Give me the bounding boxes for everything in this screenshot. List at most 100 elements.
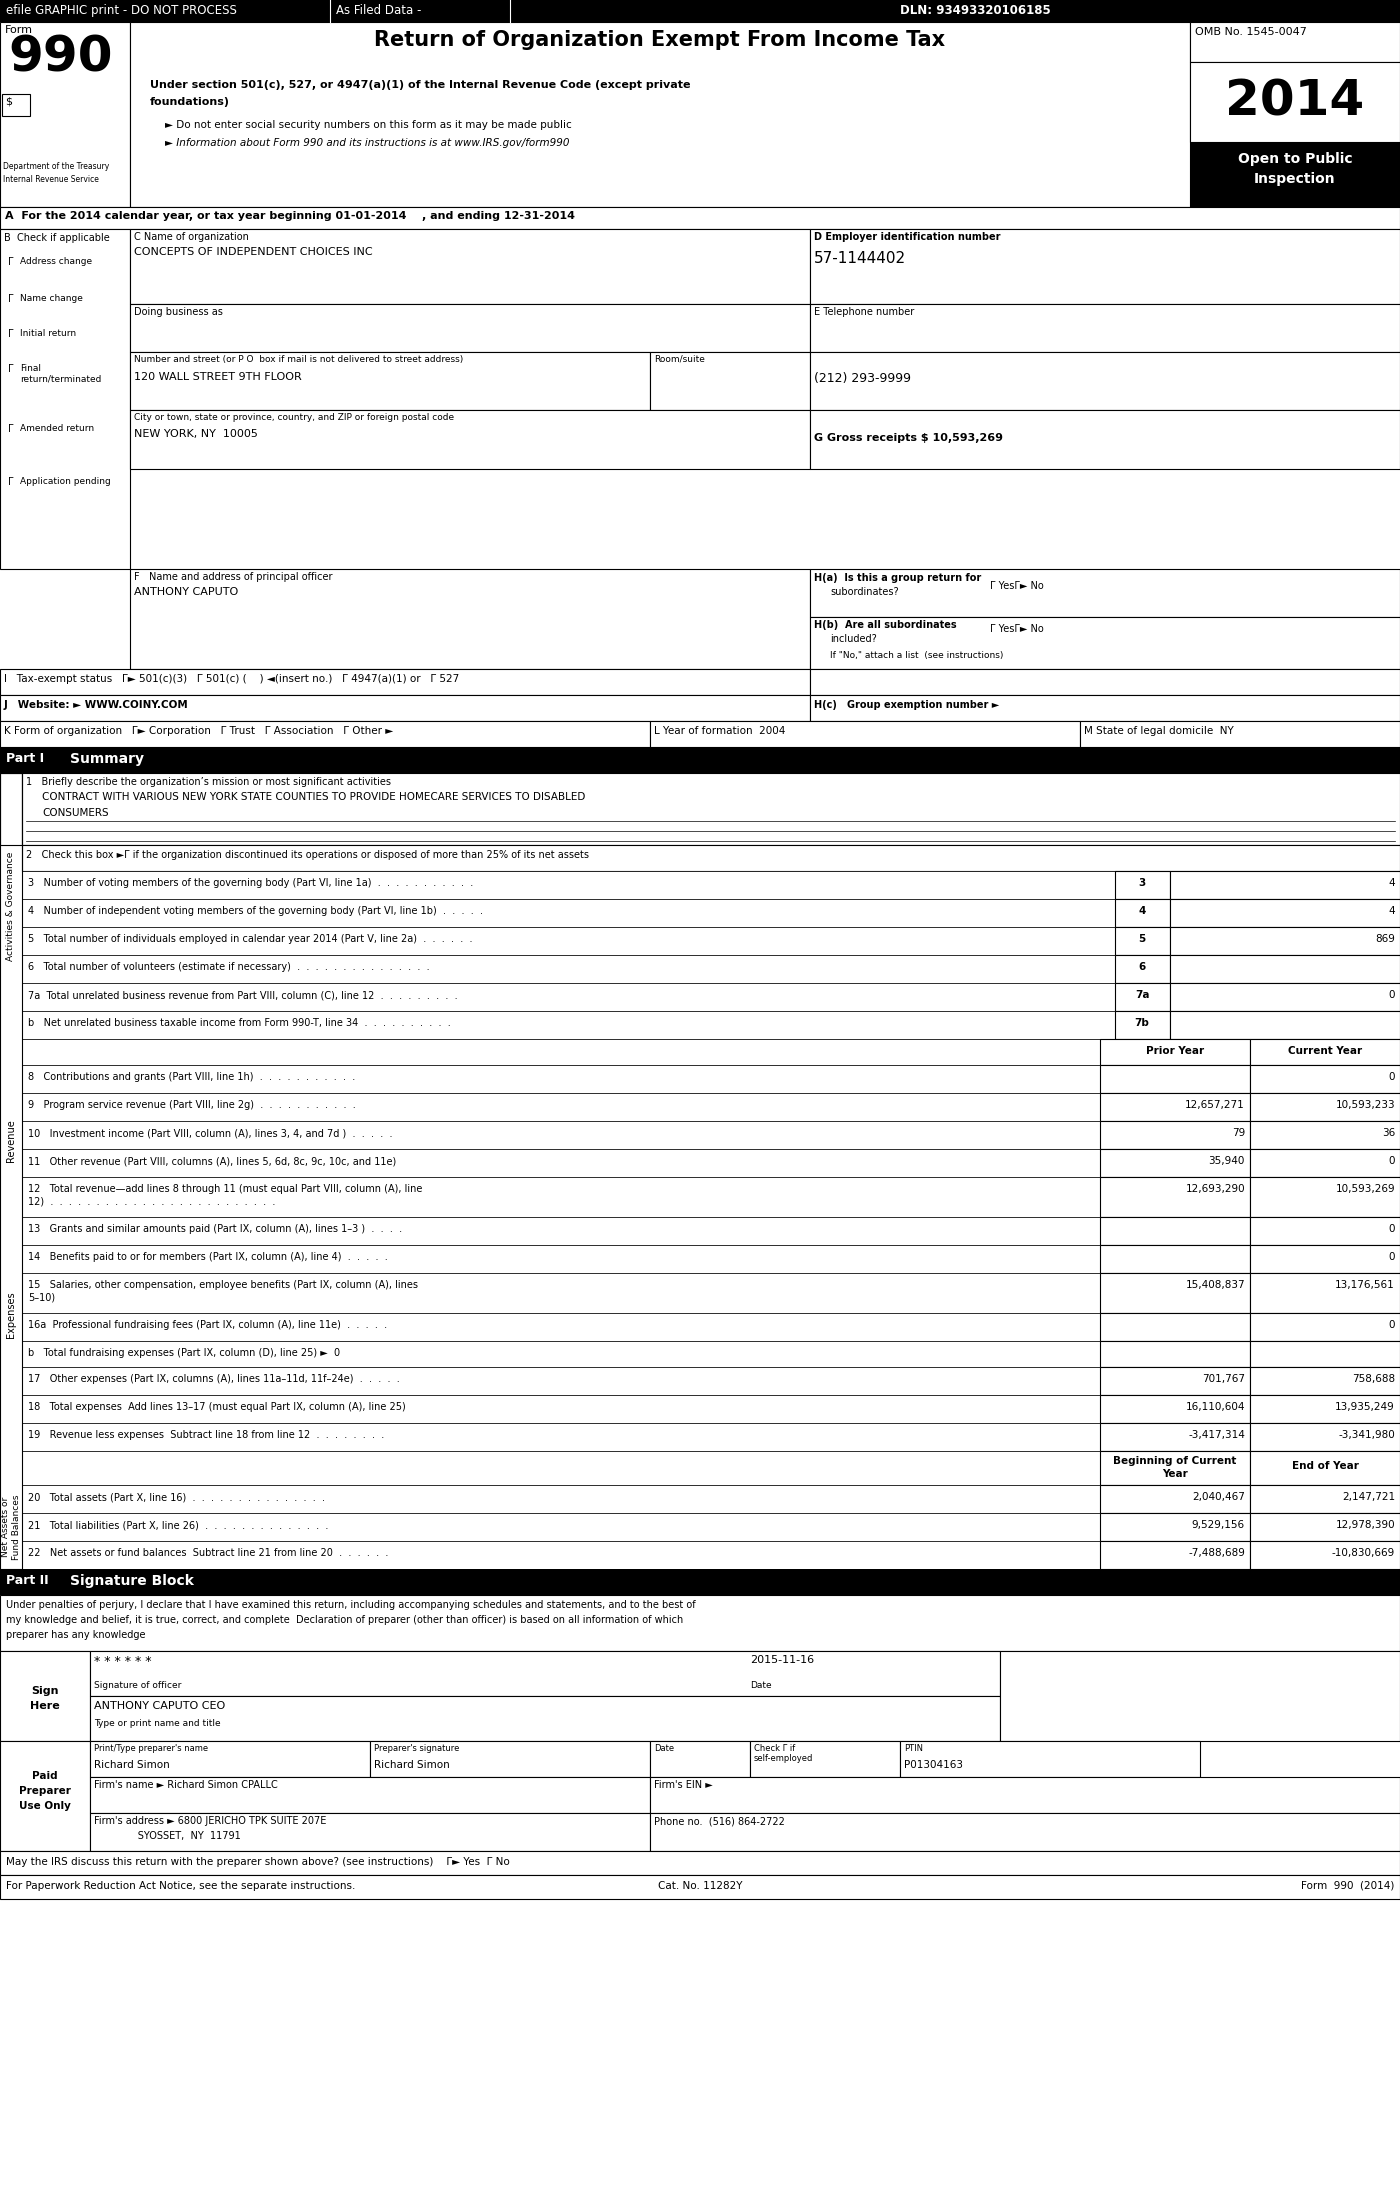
Text: Inspection: Inspection [1254, 171, 1336, 186]
Text: included?: included? [830, 633, 876, 644]
Text: Internal Revenue Service: Internal Revenue Service [3, 175, 99, 184]
Text: 13,935,249: 13,935,249 [1336, 1403, 1394, 1412]
Bar [0, 1651, 90, 1740]
Bar [1250, 1217, 1400, 1245]
Text: Date: Date [654, 1745, 675, 1754]
Bar [1250, 1065, 1400, 1094]
Bar [90, 1778, 650, 1813]
Bar [1250, 1274, 1400, 1313]
Bar [1250, 1423, 1400, 1451]
Bar [900, 1740, 1200, 1778]
Text: 16,110,604: 16,110,604 [1186, 1403, 1245, 1412]
Text: C Name of organization: C Name of organization [134, 232, 249, 241]
Text: Γ: Γ [8, 423, 14, 434]
Text: Name change: Name change [20, 294, 83, 302]
Bar [1100, 1313, 1250, 1342]
Bar [22, 1245, 1100, 1274]
Text: Use Only: Use Only [20, 1802, 71, 1811]
Text: Γ YesΓ► No: Γ YesΓ► No [990, 625, 1044, 633]
Text: 0: 0 [1389, 1252, 1394, 1263]
Bar [0, 721, 650, 747]
Text: E Telephone number: E Telephone number [813, 307, 914, 318]
Text: PTIN: PTIN [904, 1745, 923, 1754]
Text: Preparer's signature: Preparer's signature [374, 1745, 459, 1754]
Bar [0, 1850, 1400, 1874]
Text: 7a  Total unrelated business revenue from Part VIII, column (C), line 12  .  .  : 7a Total unrelated business revenue from… [28, 991, 458, 1000]
Bar [1190, 22, 1400, 61]
Text: Signature of officer: Signature of officer [94, 1681, 182, 1690]
Text: 4: 4 [1389, 879, 1394, 888]
Bar [1100, 1065, 1250, 1094]
Text: H(a)  Is this a group return for: H(a) Is this a group return for [813, 572, 981, 583]
Text: Form  990  (2014): Form 990 (2014) [1301, 1881, 1394, 1892]
Text: 17   Other expenses (Part IX, columns (A), lines 11a–11d, 11f–24e)  .  .  .  .  : 17 Other expenses (Part IX, columns (A),… [28, 1374, 400, 1383]
Bar [22, 1094, 1100, 1120]
Text: F   Name and address of principal officer: F Name and address of principal officer [134, 572, 333, 583]
Text: Under section 501(c), 527, or 4947(a)(1) of the Internal Revenue Code (except pr: Under section 501(c), 527, or 4947(a)(1)… [150, 79, 690, 90]
Bar [1250, 1484, 1400, 1512]
Text: 7b: 7b [1134, 1017, 1149, 1028]
Bar [370, 1740, 650, 1778]
Bar [1250, 1149, 1400, 1177]
Text: Γ: Γ [8, 329, 14, 340]
Text: * * * * * *: * * * * * * [94, 1655, 151, 1668]
Text: 20   Total assets (Part X, line 16)  .  .  .  .  .  .  .  .  .  .  .  .  .  .  .: 20 Total assets (Part X, line 16) . . . … [28, 1493, 325, 1502]
Bar [1114, 982, 1170, 1011]
Text: 10,593,269: 10,593,269 [1336, 1184, 1394, 1195]
Text: For Paperwork Reduction Act Notice, see the separate instructions.: For Paperwork Reduction Act Notice, see … [6, 1881, 356, 1892]
Bar [0, 1596, 1400, 1651]
Bar [22, 899, 1114, 927]
Bar [1000, 1651, 1400, 1740]
Bar [22, 1217, 1100, 1245]
Bar [0, 0, 1400, 22]
Bar [1250, 1541, 1400, 1569]
Text: -3,341,980: -3,341,980 [1338, 1429, 1394, 1440]
Text: Beginning of Current: Beginning of Current [1113, 1455, 1236, 1466]
Bar [1170, 1011, 1400, 1039]
Text: As Filed Data -: As Filed Data - [336, 4, 421, 18]
Text: 6: 6 [1138, 962, 1145, 971]
Text: P01304163: P01304163 [904, 1760, 963, 1769]
Text: 12,693,290: 12,693,290 [1186, 1184, 1245, 1195]
Bar [22, 1011, 1114, 1039]
Bar [1100, 1149, 1250, 1177]
Bar [811, 353, 1400, 410]
Bar [1114, 927, 1170, 956]
Text: Revenue: Revenue [6, 1120, 15, 1162]
Text: 4: 4 [1138, 905, 1145, 916]
Bar [22, 956, 1114, 982]
Text: 14   Benefits paid to or for members (Part IX, column (A), line 4)  .  .  .  .  : 14 Benefits paid to or for members (Part… [28, 1252, 388, 1263]
Text: D Employer identification number: D Employer identification number [813, 232, 1001, 241]
Text: A  For the 2014 calendar year, or tax year beginning 01-01-2014    , and ending : A For the 2014 calendar year, or tax yea… [6, 210, 575, 221]
Bar [130, 22, 1190, 206]
Text: 990: 990 [8, 35, 112, 81]
Text: CONCEPTS OF INDEPENDENT CHOICES INC: CONCEPTS OF INDEPENDENT CHOICES INC [134, 248, 372, 256]
Text: If "No," attach a list  (see instructions): If "No," attach a list (see instructions… [830, 651, 1004, 660]
Text: preparer has any knowledge: preparer has any knowledge [6, 1631, 146, 1640]
Text: Initial return: Initial return [20, 329, 76, 338]
Text: Under penalties of perjury, I declare that I have examined this return, includin: Under penalties of perjury, I declare th… [6, 1600, 696, 1609]
Bar [1100, 1274, 1250, 1313]
Bar [1170, 982, 1400, 1011]
Text: 0: 0 [1389, 1155, 1394, 1166]
Bar [1190, 142, 1400, 206]
Text: 19   Revenue less expenses  Subtract line 18 from line 12  .  .  .  .  .  .  .  : 19 Revenue less expenses Subtract line 1… [28, 1429, 384, 1440]
Text: Γ: Γ [8, 364, 14, 375]
Bar [22, 1120, 1100, 1149]
Text: subordinates?: subordinates? [830, 587, 899, 596]
Bar [811, 695, 1400, 721]
Text: Firm's name ► Richard Simon CPALLC: Firm's name ► Richard Simon CPALLC [94, 1780, 277, 1791]
Bar [1100, 1484, 1250, 1512]
Bar [650, 721, 1079, 747]
Bar [130, 305, 811, 353]
Bar [22, 1541, 1100, 1569]
Text: 21   Total liabilities (Part X, line 26)  .  .  .  .  .  .  .  .  .  .  .  .  . : 21 Total liabilities (Part X, line 26) .… [28, 1519, 329, 1530]
Bar [130, 570, 811, 669]
Text: 79: 79 [1232, 1129, 1245, 1138]
Bar [1100, 1342, 1250, 1368]
Text: Check Γ if
self-employed: Check Γ if self-employed [755, 1745, 813, 1762]
Bar [90, 1697, 1000, 1740]
Text: End of Year: End of Year [1292, 1462, 1358, 1471]
Bar [22, 1274, 1100, 1313]
Text: 2015-11-16: 2015-11-16 [750, 1655, 815, 1666]
